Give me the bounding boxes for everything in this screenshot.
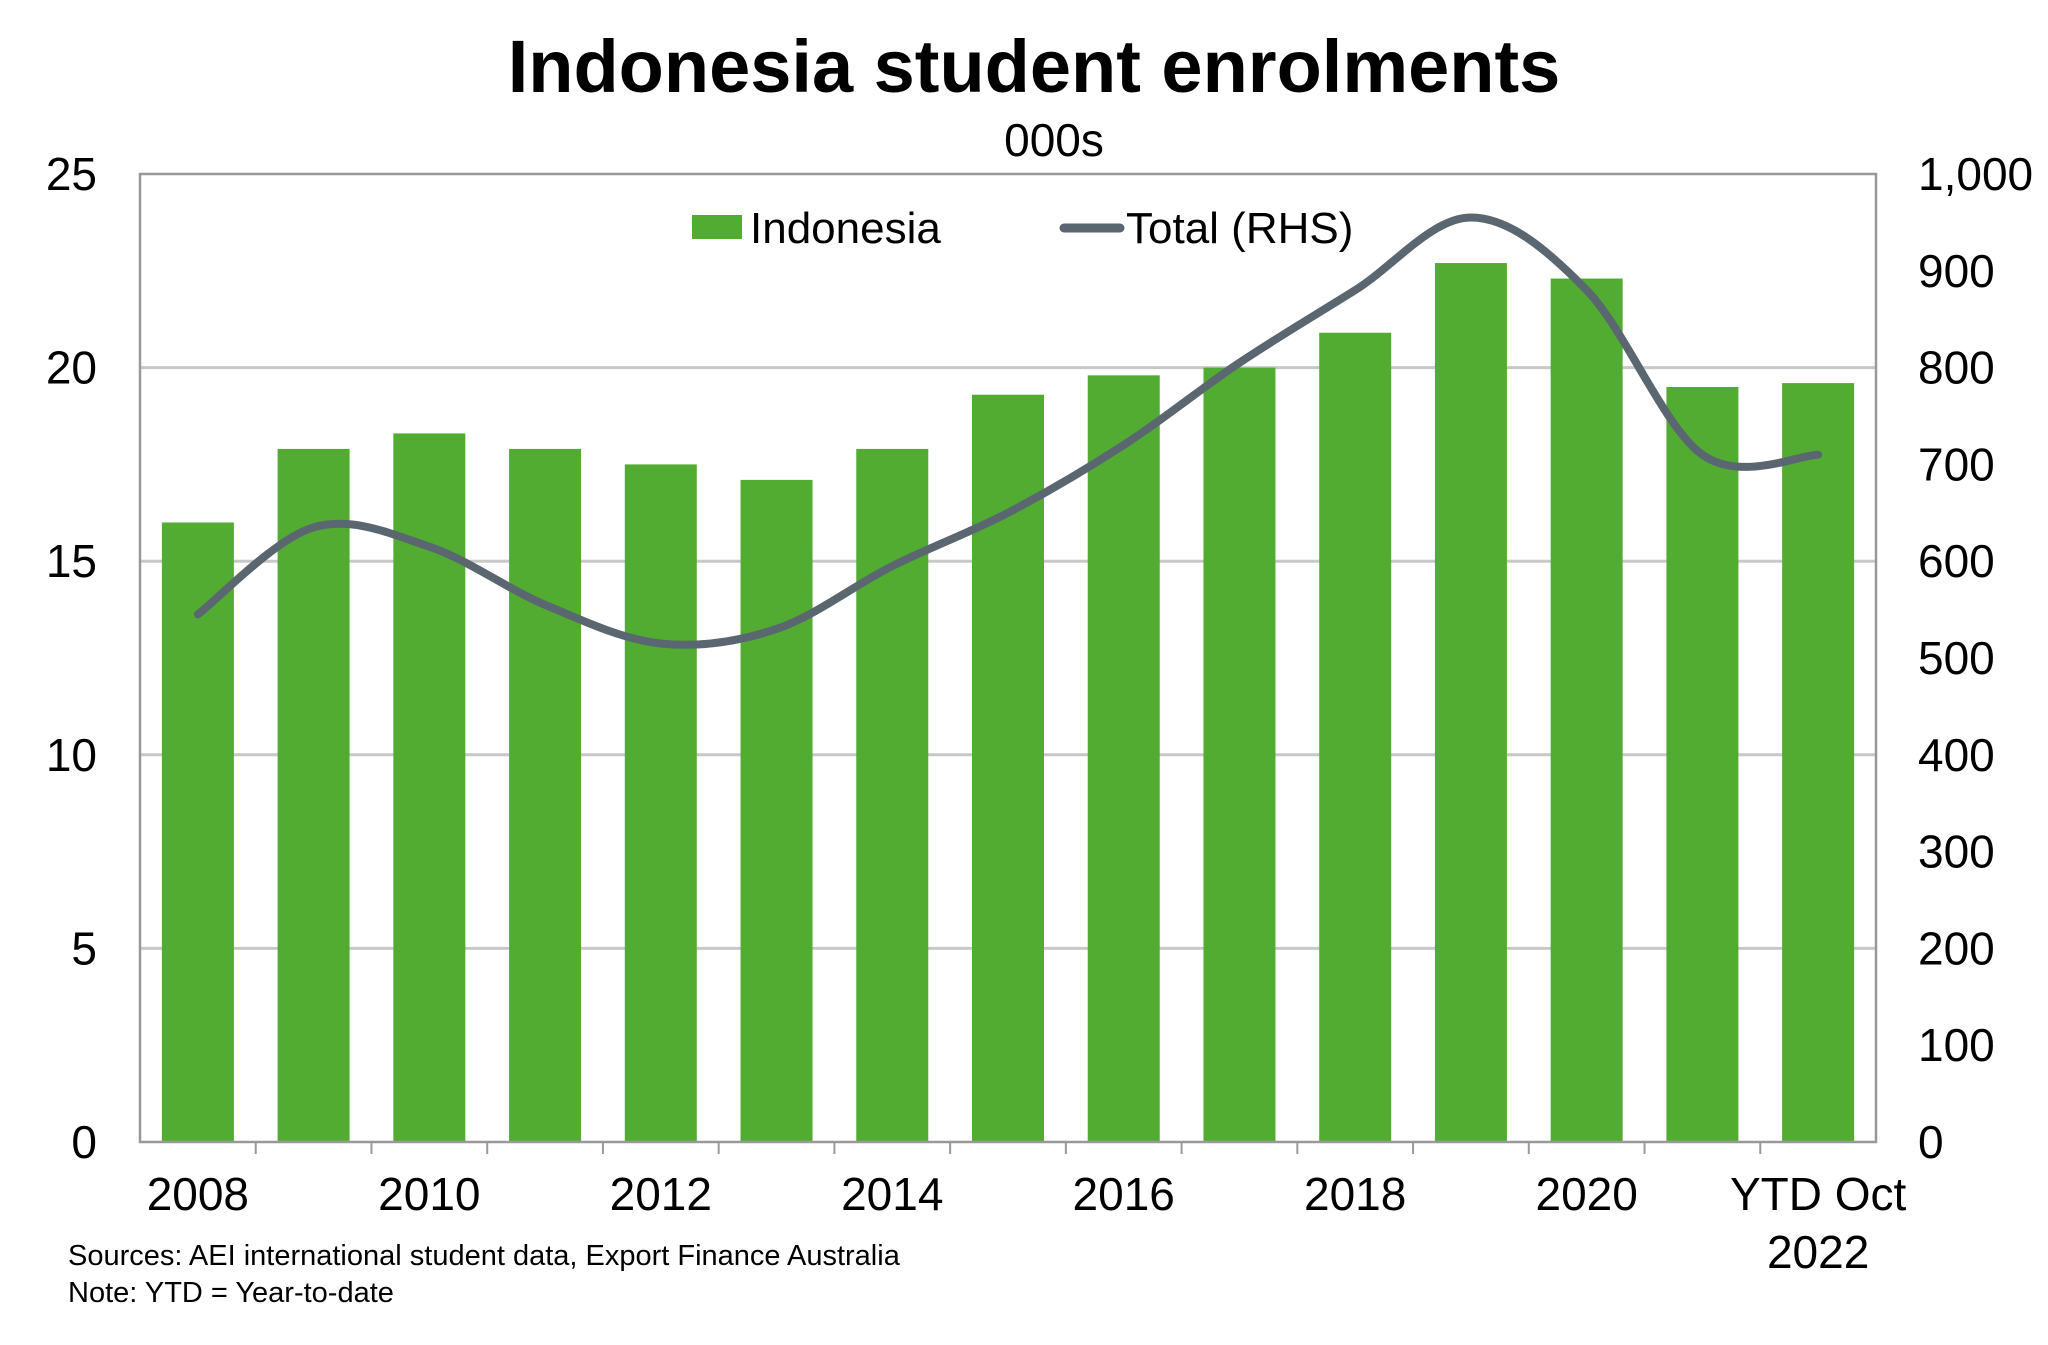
y-right-tick-label: 900 [1918,245,1995,297]
y-left-tick-label: 15 [46,535,97,587]
line-total-rhs [193,213,1823,649]
bar-2013 [740,479,813,1142]
y-left-tick-label: 0 [71,1116,97,1168]
y-right-tick-label: 100 [1918,1019,1995,1071]
y-right-tick-label: 600 [1918,535,1995,587]
y-left-tick-label: 25 [46,148,97,200]
y-right-tick-label: 0 [1918,1116,1944,1168]
y-right-tick-label: 700 [1918,438,1995,490]
bar-2011 [509,448,582,1142]
y-right-tick-label: 1,000 [1918,148,2033,200]
x-tick-label: 2012 [610,1168,712,1220]
bar-2012 [624,464,697,1142]
chart-subtitle: 000s [1004,114,1104,166]
chart-title: Indonesia student enrolments [508,25,1561,108]
y-left-tick-label: 20 [46,342,97,394]
legend-label-indonesia: Indonesia [750,204,941,253]
y-right-tick-label: 800 [1918,342,1995,394]
bar-2017 [1203,367,1276,1143]
sources-note: Sources: AEI international student data,… [68,1240,901,1272]
y-right-tick-label: 200 [1918,922,1995,974]
bar-2008 [161,522,234,1142]
y-right-tick-label: 400 [1918,729,1995,781]
x-tick-label: 2010 [378,1168,480,1220]
legend-swatch-indonesia [692,215,742,239]
bar-2010 [393,433,466,1142]
bar-2015 [972,394,1044,1143]
x-tick-label: 2020 [1535,1168,1637,1220]
bar-2016 [1087,375,1160,1142]
x-tick-label: 2016 [1073,1168,1175,1220]
axes: 0 5 10 15 20 25 0 100 200 300 400 500 600 700 800 900 1,… [46,148,2033,1278]
x-tick-label: 2022 [1767,1226,1869,1278]
y-right-tick-label: 500 [1918,632,1995,684]
x-tick-label: 2018 [1304,1168,1406,1220]
x-tick-label: YTD Oct [1730,1168,1907,1220]
y-left-tick-label: 5 [71,922,97,974]
bar-2019 [1434,263,1507,1142]
y-left-tick-label: 10 [46,729,97,781]
bar-series-indonesia [161,263,1855,1143]
bar-2020 [1550,278,1623,1142]
legend: Indonesia Total (RHS) [692,204,1353,253]
bar-2018 [1319,332,1392,1142]
x-tick-label: 2014 [841,1168,943,1220]
plot-border [138,172,1878,1144]
ytd-note: Note: YTD = Year-to-date [68,1277,394,1309]
bar-2009 [277,448,350,1142]
legend-label-total: Total (RHS) [1126,204,1353,253]
bar-2021 [1666,386,1739,1143]
line-series-total [193,213,1823,649]
bar-ytd-oct-2022 [1782,383,1855,1142]
y-right-tick-label: 300 [1918,826,1995,878]
x-tick-label: 2008 [147,1168,249,1220]
